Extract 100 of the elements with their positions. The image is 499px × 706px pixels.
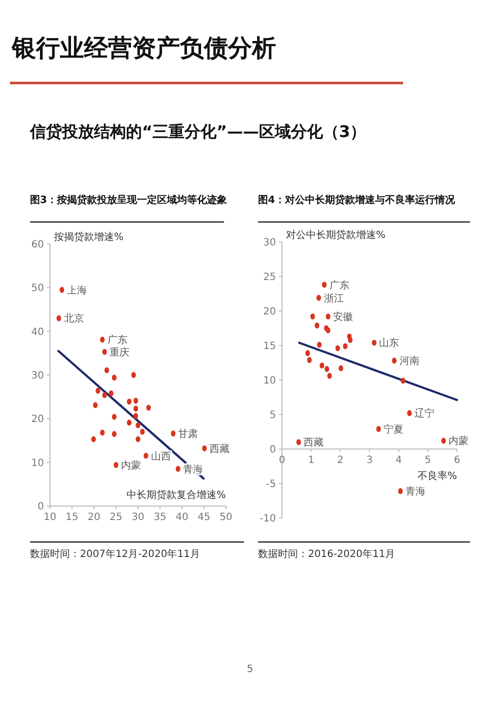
point [296,439,301,446]
point [170,430,176,437]
x-tick-label: 4 [395,455,402,466]
y-tick-label: 60 [31,240,44,250]
point [316,294,322,301]
point [324,366,330,372]
point [326,314,330,320]
point [314,322,320,328]
annotation: 宁夏 [384,423,404,436]
point [376,426,381,432]
y-tick-label: -5 [266,479,276,490]
annotation: 山东 [379,337,400,350]
annotation: 河南 [399,355,420,368]
y-tick-label: -10 [260,514,276,524]
point [338,365,344,372]
x-tick-label: 25 [110,512,122,523]
x-tick-label: 1 [308,455,314,466]
point [305,350,310,356]
annotation: 浙江 [324,292,344,304]
x-tick-label: 0 [278,455,286,466]
y-tick-label: 0 [270,444,276,456]
annotation: 内蒙 [448,435,469,448]
point [100,430,105,436]
point [372,340,376,346]
point [317,342,322,348]
y-tick-label: 40 [31,326,44,338]
text: 银行业经营资产负债分析 [11,34,276,62]
point [96,388,100,394]
point [60,286,64,293]
text: 数据时间：2007年12月-2020年11月 [30,548,200,560]
x-tick-label: 3 [366,455,373,466]
point [114,462,118,468]
x-tick-label: 50 [220,512,232,523]
point [56,315,62,322]
annotation: 安徽 [333,311,354,324]
point [398,488,403,494]
point [136,436,140,442]
y-tick-label: 30 [31,370,44,382]
point [400,378,406,384]
point [93,402,98,408]
annotation: 内蒙 [121,459,141,472]
point [307,356,312,363]
point [134,398,138,404]
point [176,466,180,472]
chart-title: 图4：对公中长期贷款增速与不良率运行情况 [258,194,456,206]
point [108,390,114,396]
annotation: 重庆 [110,346,130,358]
y-tick-label: 20 [263,306,276,318]
x-tick-label: 6 [454,455,460,466]
point [112,430,117,437]
annotation: 北京 [64,312,84,325]
x-tick-label: 35 [154,512,166,523]
annotation: 辽宁 [414,408,434,420]
point [146,404,151,411]
point [144,452,148,459]
text: 5 [246,664,254,675]
y-axis-title: 按揭贷款增速% [54,231,124,243]
text: 数据时间：2016-2020年11月 [258,548,396,560]
point [134,406,138,412]
point [134,413,138,420]
x-axis-title: 中长期贷款复合增速% [126,489,226,501]
point [310,314,315,320]
point [112,414,117,420]
y-tick-label: 0 [38,502,44,512]
x-tick-label: 10 [44,512,56,523]
x-tick-label: 5 [424,455,432,466]
annotation: 山西 [150,450,171,462]
point [322,282,327,288]
x-tick-label: 15 [66,512,78,523]
point [327,372,332,379]
point [102,348,107,355]
x-tick-label: 30 [132,512,144,523]
annotation: 广东 [329,279,350,292]
point [131,372,136,378]
y-tick-label: 20 [31,414,44,426]
annotation: 甘肃 [178,428,198,440]
point [104,367,110,374]
point [441,438,446,444]
x-tick-label: 45 [198,512,210,523]
y-tick-label: 50 [31,283,44,294]
annotation: 广东 [107,334,128,346]
y-tick-label: 15 [263,341,276,352]
point [320,362,324,369]
x-tick-label: 20 [88,512,100,523]
x-tick-label: 40 [176,512,188,523]
annotation: 西藏 [209,442,230,455]
point [126,398,132,405]
point [112,374,117,381]
y-tick-label: 10 [263,376,276,386]
point [126,420,132,426]
x-axis-title: 不良率% [417,470,457,482]
point [202,445,207,452]
y-axis-title: 对公中长期贷款增速% [286,229,386,241]
point [342,343,348,350]
annotation: 西藏 [304,436,324,449]
text: 信贷投放结构的“三重分化”——区域分化（3） [29,122,366,141]
point [100,336,105,343]
y-tick-label: 5 [270,410,276,421]
point [392,358,397,364]
chart-title: 图3：按揭贷款投放呈现一定区域均等化迹象 [30,194,227,206]
